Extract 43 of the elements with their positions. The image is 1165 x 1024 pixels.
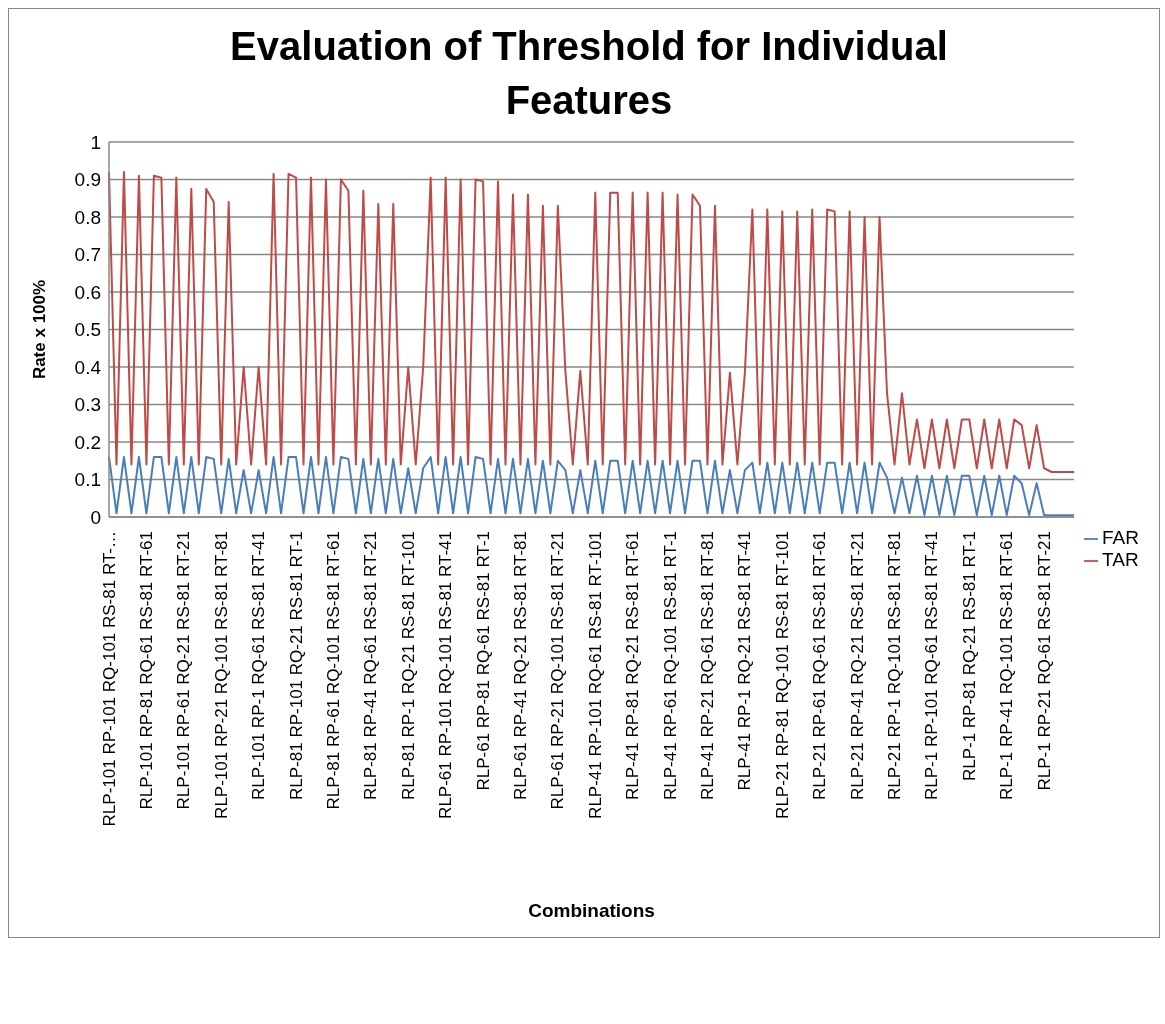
x-tick-label: RLP-1 RP-101 RQ-61 RS-81 RT-41 [922,531,942,800]
y-tick-label: 0 [90,506,101,528]
x-tick-label: RLP-101 RP-21 RQ-101 RS-81 RT-81 [211,531,231,819]
x-tick-label: RLP-1 RP-41 RQ-101 RS-81 RT-61 [997,531,1017,800]
line-series [108,171,1076,473]
x-tick-label: RLP-61 RP-101 RQ-101 RS-81 RT-41 [436,531,456,819]
y-tick-label: 0.7 [74,244,101,266]
x-tick-label: RLP-41 RP-21 RQ-61 RS-81 RT-81 [697,531,717,800]
x-axis-title: Combinations [528,900,655,921]
x-tick-label: RLP-21 RP-1 RQ-101 RS-81 RT-81 [885,531,904,800]
x-tick-label: RLP-1 RP-21 RQ-61 RS-81 RT-21 [1034,531,1054,791]
legend-label: TAR [1102,549,1139,570]
chart-title: Evaluation of Threshold for Individual Features [229,23,949,124]
x-tick-label: RLP-61 RP-41 RQ-21 RS-81 RT-81 [510,531,530,800]
x-tick-label: RLP-101 RP-61 RQ-21 RS-81 RT-21 [174,531,194,810]
x-tick-label: RLP-81 RP-61 RQ-101 RS-81 RT-61 [323,531,343,810]
x-tick-label: RLP-21 RP-61 RQ-61 RS-81 RT-61 [810,531,830,800]
x-tick-label: RLP-21 RP-41 RQ-21 RS-81 RT-21 [847,531,867,800]
y-tick-label: 1 [90,131,101,153]
x-tick-label: RLP-61 RP-81 RQ-61 RS-81 RT-1 [473,531,493,791]
y-tick-label: 0.8 [74,206,101,228]
x-tick-label: RLP-41 RP-101 RQ-61 RS-81 RT-101 [585,531,605,819]
x-tick-label: RLP-101 RP-1 RQ-61 RS-81 RT-41 [249,531,269,800]
x-tick-label: RLP-101 RP-101 RQ-101 RS-81 RT-… [99,531,119,827]
y-tick-label: 0.9 [74,169,101,191]
x-tick-label: RLP-81 RP-41 RQ-61 RS-81 RT-21 [361,531,381,800]
x-tick-label: RLP-101 RP-81 RQ-61 RS-81 RT-61 [136,531,156,810]
y-tick-label: 0.6 [74,281,101,303]
y-tick-label: 0.3 [74,394,101,416]
x-tick-label: RLP-41 RP-61 RQ-101 RS-81 RT-1 [660,531,680,800]
x-tick-label: RLP-61 RP-21 RQ-101 RS-81 RT-21 [548,531,568,810]
y-tick-label: 0.5 [74,319,101,341]
x-tick-label: RLP-1 RP-81 RQ-21 RS-81 RT-1 [959,531,979,782]
y-tick-label: 0.4 [74,356,102,378]
legend-label: FAR [1102,527,1139,548]
x-tick-label: RLP-81 RP-101 RQ-21 RS-81 RT-1 [286,531,306,800]
x-tick-label: RLP-41 RP-81 RQ-21 RS-81 RT-61 [623,531,643,800]
x-tick-label: RLP-81 RP-1 RQ-21 RS-81 RT-101 [398,531,418,800]
x-tick-label: RLP-41 RP-1 RQ-21 RS-81 RT-41 [735,531,755,791]
y-axis-title: Rate x 100% [30,279,50,380]
y-tick-label: 0.2 [74,431,101,453]
y-tick-label: 0.1 [74,469,101,491]
x-tick-label: RLP-21 RP-81 RQ-101 RS-81 RT-101 [772,531,792,819]
